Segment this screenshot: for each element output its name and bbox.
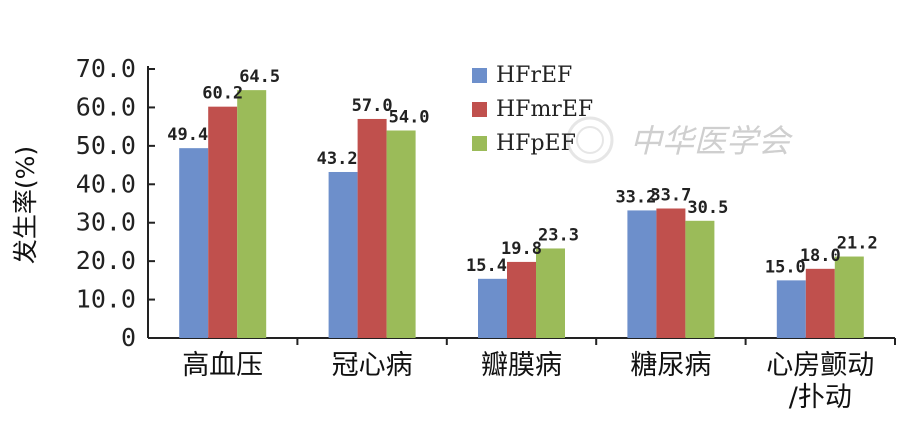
y-tick-label: 10.0 — [76, 285, 136, 314]
legend-label: HFrEF — [496, 63, 572, 88]
legend-label: HFpEF — [496, 131, 576, 156]
data-label: 15.4 — [466, 256, 507, 276]
legend-swatch — [472, 136, 487, 151]
data-label: 49.4 — [167, 125, 208, 145]
data-label: 19.8 — [501, 239, 542, 259]
bar — [478, 278, 507, 338]
legend-swatch — [472, 68, 487, 83]
seal-logo-icon — [566, 116, 614, 164]
bar — [805, 268, 835, 338]
y-tick-label: 30.0 — [76, 208, 136, 237]
x-category-label: 糖尿病 — [630, 350, 711, 381]
data-label: 57.0 — [352, 96, 393, 116]
y-tick-label: 50.0 — [76, 131, 136, 160]
data-label: 43.2 — [317, 149, 358, 169]
data-label: 21.2 — [837, 234, 878, 254]
category-labels: 高血压 冠心病 瓣膜病 糖尿病 心房颤动/扑动 — [182, 350, 874, 413]
bar — [507, 261, 536, 338]
y-tick-label: 40.0 — [76, 169, 136, 198]
bar — [656, 208, 686, 338]
data-labels: 49.4 60.264.5 43.2 57.054.0 15.419.823.3 33.2… — [167, 67, 878, 277]
bar — [328, 171, 358, 338]
bar — [776, 280, 806, 338]
legend-swatch — [472, 102, 487, 117]
watermark-text: 中华医学会 — [630, 122, 793, 160]
y-tick-label: 70.0 — [76, 54, 136, 83]
bars — [179, 90, 864, 338]
data-label: 18.0 — [800, 246, 841, 266]
x-category-label: 瓣膜病 — [481, 350, 562, 381]
legend-label: HFmrEF — [496, 97, 593, 122]
watermark: 中华医学会 — [566, 116, 793, 164]
x-category-label: 冠心病 — [332, 350, 413, 381]
bar — [834, 256, 864, 338]
y-axis-label: 发生率(%) — [11, 146, 40, 264]
x-category-label: /扑动 — [789, 382, 852, 413]
data-label: 30.5 — [687, 198, 728, 218]
legend: HFrEF HFmrEF HFpEF — [472, 63, 593, 156]
y-tick-label: 0 — [121, 323, 136, 352]
x-category-label: 高血压 — [182, 350, 263, 381]
bar — [357, 118, 387, 338]
data-label: 23.3 — [538, 225, 579, 245]
y-tick-label: 20.0 — [76, 246, 136, 275]
axes: 0 10.0 20.0 30.0 40.0 50.0 60.0 70.0 — [76, 54, 896, 352]
data-label: 64.5 — [239, 67, 280, 87]
y-tick-label: 60.0 — [76, 92, 136, 121]
bar — [386, 130, 416, 338]
bar — [179, 148, 209, 338]
data-label: 33.2 — [615, 187, 656, 207]
data-label: 33.7 — [650, 185, 691, 205]
x-category-label: 心房颤动 — [766, 350, 874, 381]
bar — [237, 90, 267, 338]
data-label: 15.0 — [765, 257, 806, 277]
bar — [208, 106, 238, 338]
bar — [627, 210, 657, 338]
bar — [685, 220, 715, 338]
data-label: 60.2 — [202, 84, 243, 104]
data-label: 54.0 — [389, 107, 430, 127]
bar — [536, 248, 565, 338]
